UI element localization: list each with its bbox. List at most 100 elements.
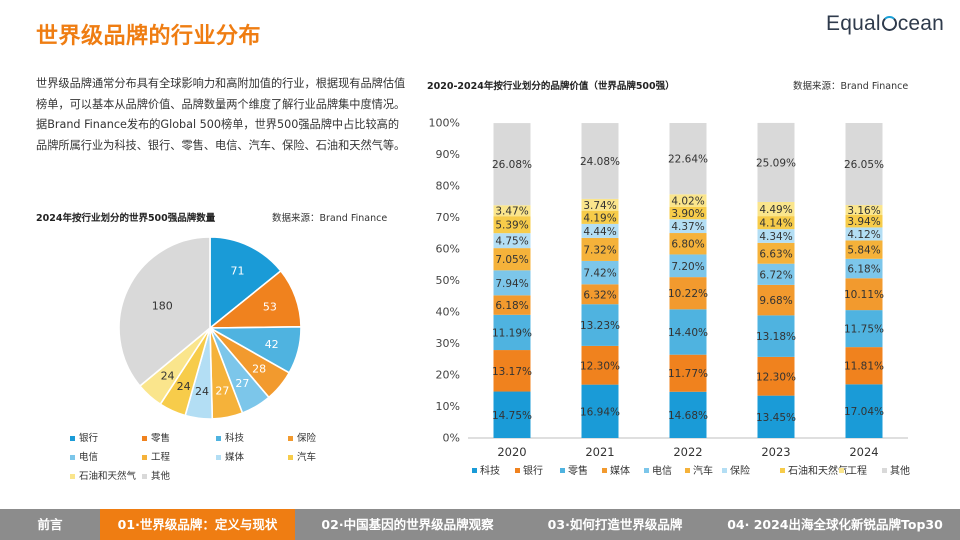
bar-data-label: 6.18% (847, 264, 880, 276)
bar-segment (581, 384, 619, 438)
bar-data-label: 4.19% (583, 212, 616, 224)
bottom-navigation: 前言 01·世界级品牌：定义与现状 02·中国基因的世界级品牌观察 03·如何打造世界… (0, 509, 960, 540)
x-tick-label: 2020 (497, 445, 526, 459)
bar-segment (493, 295, 531, 315)
bar-segment (493, 233, 531, 249)
bar-segment (581, 260, 619, 285)
pie-slice-0 (209, 236, 282, 330)
bar-data-label: 6.18% (495, 300, 528, 312)
bar-segment (581, 304, 619, 346)
bar-segment (845, 123, 883, 206)
x-tick-label: 2024 (849, 445, 878, 459)
pie-legend-item: 电信 (70, 449, 98, 463)
bar-segment (493, 270, 531, 296)
bar-legend-label: 石油和天然气 (788, 464, 848, 477)
logo-text-left: Equal (826, 12, 881, 35)
bar-segment (493, 391, 531, 438)
bar-data-label: 7.05% (495, 254, 528, 266)
y-tick-label: 40% (436, 306, 460, 319)
bar-segment (493, 216, 531, 234)
legend-swatch (142, 455, 147, 460)
pie-legend-item: 银行 (70, 430, 98, 444)
bar-data-label: 11.77% (668, 368, 708, 380)
bar-data-label: 10.22% (668, 288, 708, 300)
bar-legend-label: 媒体 (610, 465, 630, 477)
nav-tab-0[interactable]: 前言 (37, 517, 63, 532)
bar-legend-label: 其他 (890, 464, 910, 477)
nav-tab-3[interactable]: 03·如何打造世界级品牌 (547, 517, 683, 532)
legend-label: 汽车 (297, 452, 317, 463)
bar-segment (581, 210, 619, 224)
pie-slice-9 (118, 236, 211, 388)
bar-segment (757, 284, 795, 316)
bar-segment (581, 198, 619, 211)
y-tick-label: 10% (436, 400, 460, 413)
bar-data-label: 7.94% (495, 278, 528, 290)
bar-data-label: 4.14% (759, 218, 792, 230)
y-tick-label: 30% (436, 337, 460, 350)
x-tick-label: 2021 (585, 445, 614, 459)
y-tick-label: 0% (443, 432, 460, 445)
bar-legend-swatch (560, 468, 565, 473)
pie-legend-item: 媒体 (216, 449, 244, 463)
legend-swatch (142, 474, 147, 479)
legend-label: 零售 (151, 433, 171, 444)
bar-data-label: 4.34% (759, 231, 792, 243)
bar-segment (581, 223, 619, 238)
bar-data-label: 13.45% (756, 412, 796, 424)
pie-chart-source: 数据来源：Brand Finance (272, 213, 388, 224)
bar-data-label: 7.20% (671, 261, 704, 273)
pie-slice-label-0: 71 (230, 265, 244, 278)
bar-data-label: 4.44% (583, 226, 616, 238)
bar-data-label: 12.30% (580, 360, 620, 372)
legend-label: 工程 (151, 452, 171, 463)
bar-segment (757, 263, 795, 285)
bar-data-label: 11.75% (844, 324, 884, 336)
bar-segment (493, 205, 531, 217)
legend-swatch (216, 436, 221, 441)
nav-tab-1[interactable]: 01·世界级品牌：定义与现状 (100, 509, 295, 540)
pie-legend-item: 汽车 (288, 449, 316, 463)
bar-data-label: 3.74% (583, 200, 616, 212)
pie-slice-label-4: 27 (235, 377, 249, 390)
bar-data-label: 5.39% (495, 220, 528, 232)
pie-legend-item: 科技 (216, 430, 244, 444)
bar-legend-swatch (882, 468, 887, 473)
bar-segment (581, 123, 619, 199)
bar-segment (845, 240, 883, 259)
y-tick-label: 100% (429, 117, 460, 130)
legend-swatch (70, 455, 75, 460)
nav-tab-4[interactable]: 04· 2024出海全球化新锐品牌Top30 (727, 517, 943, 532)
stacked-bar-chart: 0% 10% 20% 30% 40% 50% 60% 70% 80% 90% 100% 14.75% 1… (429, 117, 910, 478)
bar-legend-label: 零售 (568, 464, 588, 477)
nav-tab-2[interactable]: 02·中国基因的世界级品牌观察 (321, 517, 494, 532)
pie-slice-label-1: 53 (263, 300, 277, 313)
legend-swatch (70, 436, 75, 441)
pie-chart-title: 2024年按行业划分的世界500强品牌数量 (36, 213, 216, 224)
x-tick-label: 2022 (673, 445, 702, 459)
bar-data-label: 4.75% (495, 236, 528, 248)
pie-legend-item: 其他 (142, 468, 170, 482)
bar-data-label: 13.18% (756, 331, 796, 343)
equalocean-logo: Equal cean (826, 12, 944, 36)
bar-segment (845, 227, 883, 241)
bar-data-label: 3.16% (847, 205, 880, 217)
bar-segment (669, 123, 707, 195)
bar-legend-label: 科技 (480, 464, 500, 477)
legend-label: 银行 (79, 433, 99, 444)
pie-legend-item: 零售 (142, 430, 170, 444)
bar-legend-label: 电信 (652, 464, 672, 477)
bar-segment (669, 277, 707, 310)
legend-label: 科技 (225, 433, 245, 444)
bar-segment (845, 205, 883, 216)
legend-label: 保险 (297, 433, 317, 444)
pie-legend-item: 石油和天然气 (70, 468, 136, 482)
bar-legend-swatch (722, 468, 727, 473)
bar-data-label: 11.19% (492, 327, 532, 339)
bar-data-label: 3.94% (847, 216, 880, 228)
legend-label: 其他 (151, 471, 171, 482)
bar-data-label: 11.81% (844, 361, 884, 373)
logo-text-right: cean (897, 12, 945, 35)
bar-segment (669, 219, 707, 234)
